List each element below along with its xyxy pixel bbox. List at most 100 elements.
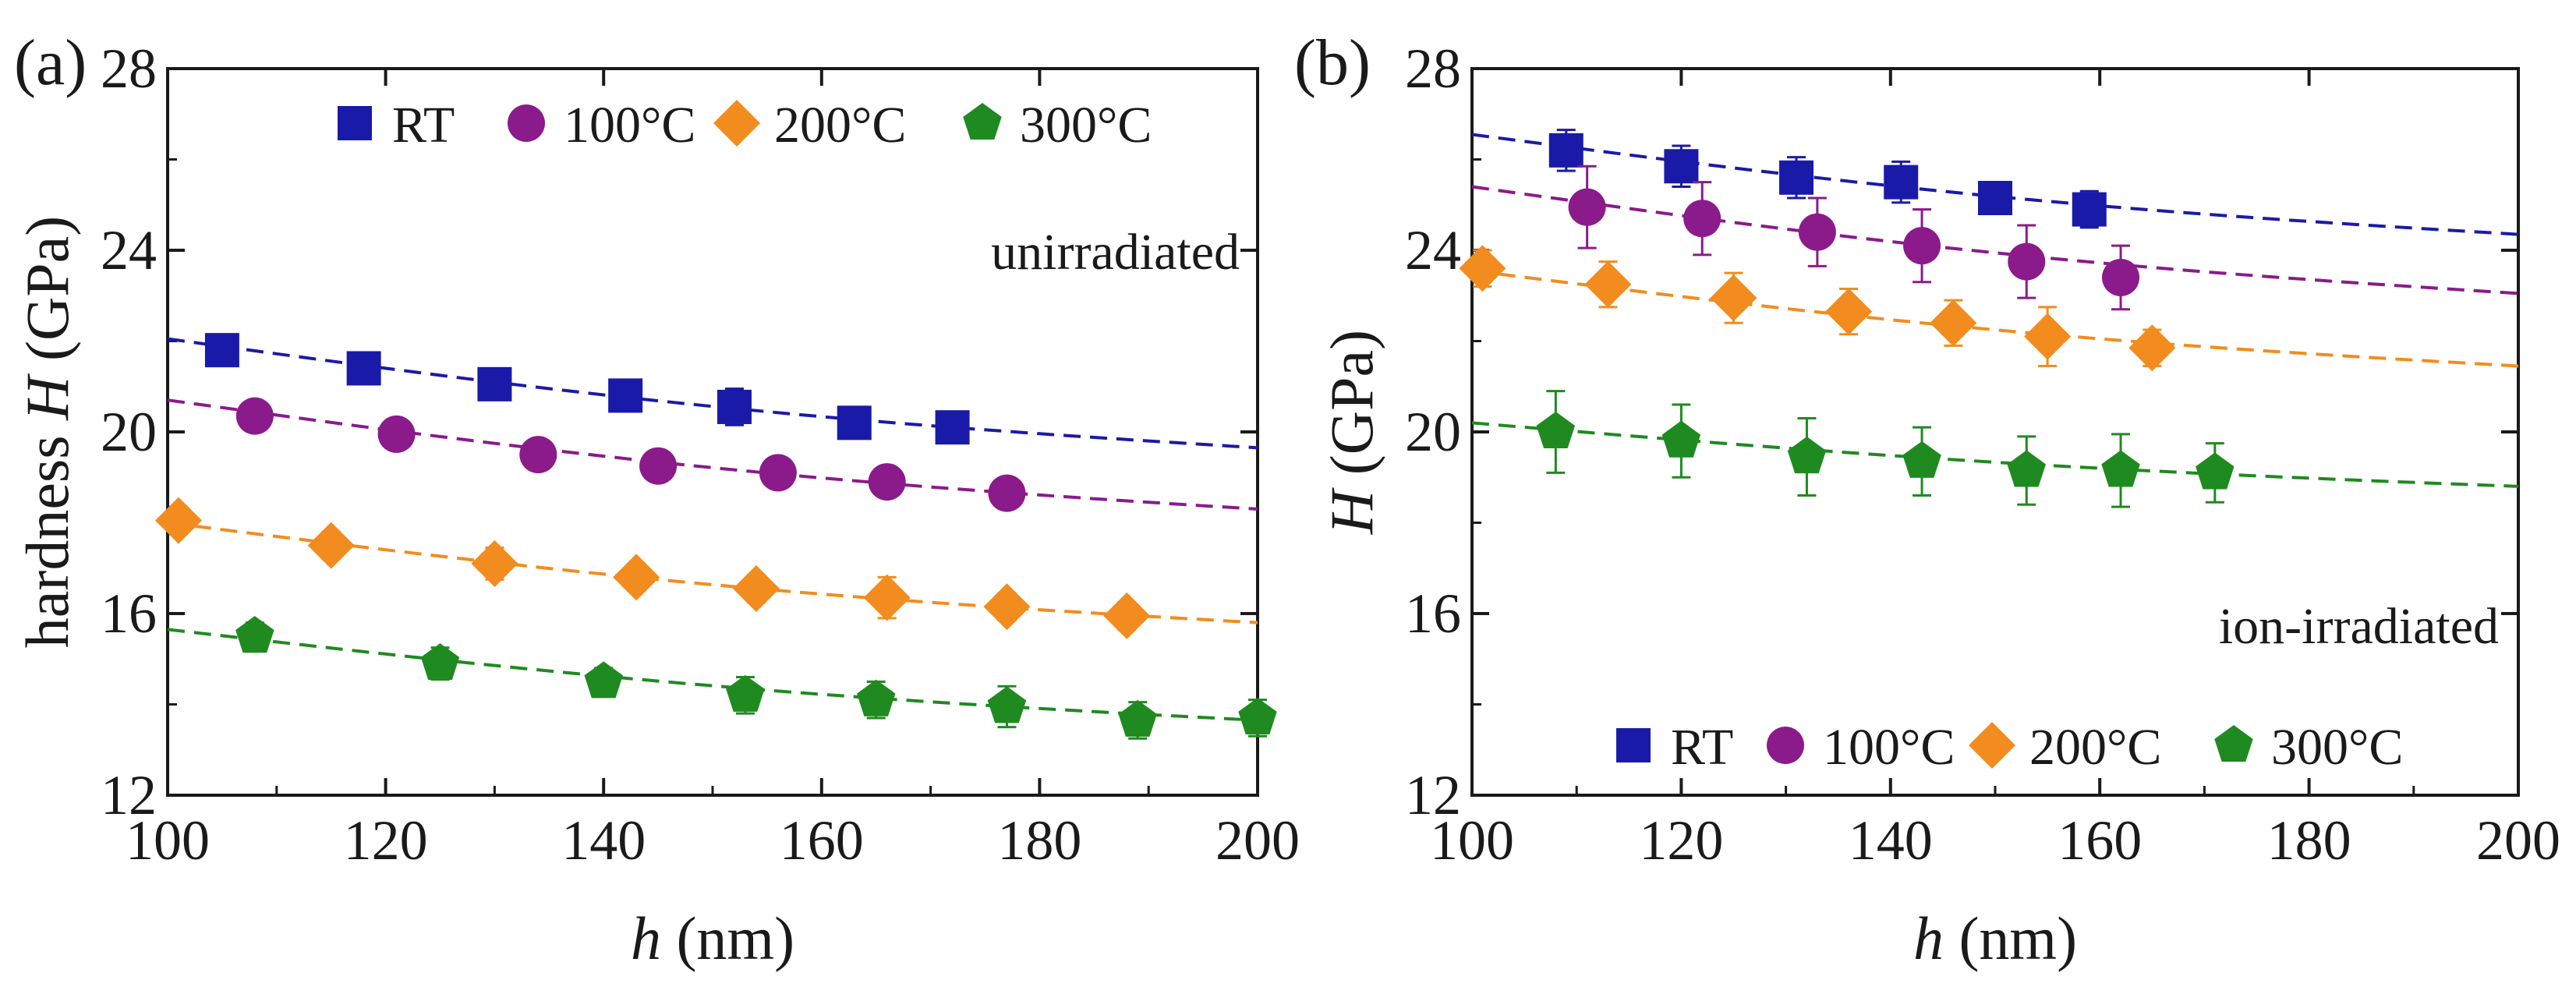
- panel-label: (a): [14, 27, 87, 99]
- x-tick-label: 180: [2267, 809, 2351, 872]
- data-point: [519, 436, 557, 474]
- y-axis-unit: (GPa): [13, 216, 81, 377]
- legend-marker: [338, 106, 372, 140]
- fit-line: [167, 521, 1258, 624]
- legend-label: RT: [1671, 719, 1733, 776]
- data-point: [1568, 188, 1606, 226]
- data-point: [377, 415, 416, 453]
- y-tick-label: 24: [101, 219, 157, 281]
- y-axis-prefix: hardness: [13, 420, 81, 648]
- annotation: unirradiated: [991, 224, 1240, 281]
- series-200°C: [154, 497, 1258, 639]
- fit-line: [1471, 421, 2519, 488]
- plot-frame: [166, 67, 1259, 797]
- data-point: [983, 583, 1031, 631]
- data-point: [1884, 164, 1919, 200]
- y-tick-label: 16: [1405, 582, 1461, 645]
- data-point: [2007, 450, 2046, 487]
- y-tick-label: 28: [1405, 37, 1461, 100]
- legend-entry: 100°C: [508, 97, 695, 154]
- legend-marker: [1616, 728, 1651, 762]
- data-point: [837, 405, 872, 440]
- data-point: [608, 378, 643, 413]
- data-point: [1710, 274, 1757, 322]
- plot-frame: [1470, 67, 2520, 797]
- x-axis-unit: (nm): [661, 904, 794, 972]
- x-tick-label: 120: [1639, 809, 1723, 872]
- x-tick-label: 160: [780, 809, 864, 872]
- data-point: [987, 686, 1027, 723]
- x-tick-label: 100: [1430, 809, 1514, 872]
- data-point: [2072, 192, 2107, 227]
- x-tick-label: 140: [1849, 809, 1933, 872]
- data-point: [1238, 698, 1277, 734]
- data-point: [1459, 245, 1506, 292]
- data-point: [2008, 242, 2046, 281]
- data-point: [1779, 160, 1814, 195]
- y-axis-title: H (GPa): [1318, 330, 1385, 535]
- series-200°C: [1459, 245, 2519, 372]
- data-point: [2024, 313, 2072, 360]
- legend-marker: [1767, 727, 1804, 764]
- y-axis-title: hardness H (GPa): [13, 216, 81, 649]
- fit-line: [1471, 269, 2519, 368]
- x-axis-title: h (nm): [1913, 904, 2077, 972]
- legend-entry: RT: [338, 97, 455, 154]
- legend-entry: RT: [1616, 719, 1733, 776]
- data-point: [1903, 227, 1941, 265]
- data-point: [2102, 258, 2140, 296]
- y-axis-symbol: H: [13, 373, 81, 421]
- legend-marker: [1969, 722, 2015, 769]
- data-point: [477, 366, 512, 402]
- y-tick-label: 16: [101, 582, 157, 645]
- data-point: [1536, 412, 1576, 448]
- data-point: [717, 389, 752, 424]
- x-tick-label: 180: [997, 809, 1081, 872]
- data-point: [2196, 452, 2235, 490]
- data-point: [1661, 420, 1701, 458]
- data-point: [988, 474, 1026, 512]
- data-point: [759, 454, 797, 492]
- data-point: [154, 497, 202, 544]
- x-axis-symbol: h: [1913, 904, 1944, 972]
- data-point: [1548, 133, 1583, 168]
- fit-line: [1471, 185, 2519, 295]
- series-300°C: [1471, 390, 2519, 508]
- panel-a: 100 120 140 160 180 200 12 16 20 24 28 h (nm) hardne…: [13, 27, 1300, 972]
- data-point: [726, 674, 765, 712]
- data-point: [1930, 299, 1977, 347]
- legend-marker: [963, 103, 1002, 140]
- y-tick-label: 20: [101, 401, 157, 463]
- data-point: [1683, 200, 1721, 238]
- data-point: [584, 661, 623, 699]
- panel-label: (b): [1294, 27, 1371, 99]
- legend-label: 100°C: [564, 97, 695, 154]
- x-axis-title: h (nm): [631, 904, 794, 972]
- legend-label: RT: [392, 97, 455, 154]
- data-point: [857, 679, 896, 716]
- data-point: [235, 616, 274, 653]
- data-point: [1787, 437, 1827, 474]
- data-point: [1584, 260, 1632, 308]
- data-point: [639, 447, 678, 485]
- legend-label: 200°C: [774, 97, 906, 154]
- legend-entry: 200°C: [713, 97, 906, 154]
- data-point: [420, 643, 460, 681]
- data-point: [613, 554, 660, 601]
- data-point: [1118, 699, 1157, 737]
- legend-entry: 300°C: [2214, 719, 2403, 776]
- data-point: [307, 522, 355, 569]
- series-RT: [167, 333, 1258, 450]
- series-RT: [1471, 129, 2519, 236]
- x-tick-label: 100: [126, 809, 210, 872]
- data-point: [732, 564, 780, 612]
- y-tick-label: 28: [101, 37, 157, 100]
- y-axis-symbol: H: [1318, 487, 1385, 535]
- series-100°C: [1471, 164, 2519, 311]
- fit-line: [1471, 133, 2519, 236]
- data-point: [1664, 149, 1699, 184]
- series-100°C: [167, 397, 1258, 512]
- series-300°C: [167, 616, 1277, 740]
- legend-entry: 200°C: [1969, 719, 2161, 776]
- data-point: [1978, 181, 2012, 216]
